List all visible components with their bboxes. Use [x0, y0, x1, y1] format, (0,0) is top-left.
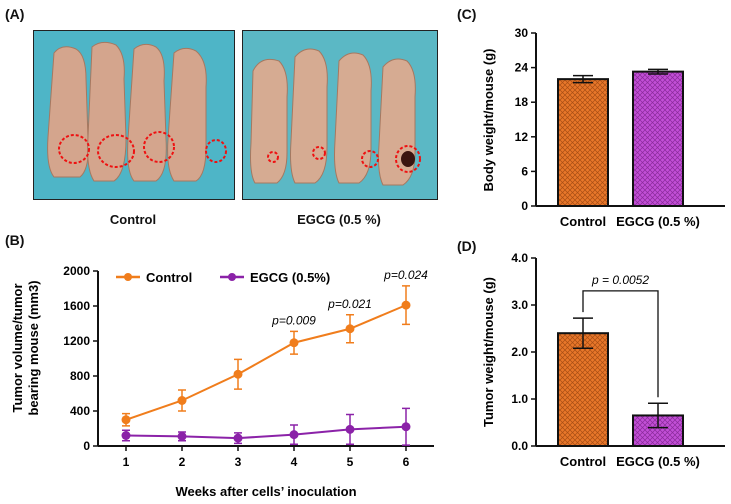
chart-d-ytick-label: 0.0	[511, 439, 528, 453]
control-mice-photo	[33, 30, 235, 200]
chart-b-xtick-label: 6	[403, 455, 410, 469]
chart-b-ytick-label: 2000	[63, 264, 90, 278]
panel-c-letter: (C)	[457, 6, 477, 22]
chart-d-ytick-label: 3.0	[511, 298, 528, 312]
panel-b-letter: (B)	[5, 232, 25, 248]
legend-control-marker	[124, 273, 132, 281]
chart-b-ytick-label: 1600	[63, 299, 90, 313]
chart-b-xtick-label: 5	[347, 455, 354, 469]
data-point-egcg	[121, 431, 131, 440]
significance-bracket	[582, 290, 659, 398]
legend-egcg-label: EGCG (0.5%)	[250, 270, 330, 285]
data-point-control	[401, 300, 411, 310]
category-label-control: Control	[560, 454, 606, 469]
chart-b-xtick-label: 4	[291, 455, 298, 469]
egcg-photo-label: EGCG (0.5 %)	[297, 212, 381, 227]
data-point-control	[177, 396, 187, 405]
chart-d-ytick-label: 1.0	[511, 392, 528, 406]
data-point-egcg	[177, 431, 187, 441]
chart-b-xtick-label: 2	[179, 455, 186, 469]
chart-c-ylabel: Body weight/mouse (g)	[481, 49, 496, 192]
chart-d-ytick-label: 2.0	[511, 345, 528, 359]
chart-c-ytick-label: 24	[515, 61, 529, 75]
p-value-annotation: p = 0.0052	[591, 273, 649, 287]
data-point-control	[233, 369, 243, 379]
data-point-egcg	[401, 422, 411, 432]
chart-b-ylabel-1: Tumor volume/tumor	[10, 283, 25, 412]
chart-b-ytick-label: 800	[70, 369, 90, 383]
chart-b-ytick-label: 1200	[63, 334, 90, 348]
data-point-control	[289, 338, 299, 348]
tumor-volume-chart: Tumor volume/tumor bearing mouse (mm3) 0…	[10, 264, 434, 499]
chart-b-ylabel-2: bearing mouse (mm3)	[26, 280, 41, 415]
p-value-annotation: p=0.024	[383, 268, 428, 282]
category-label-egcg: EGCG (0.5 %)	[616, 454, 700, 469]
control-photo-label: Control	[109, 212, 157, 227]
p-value-annotation: p=0.009	[271, 313, 316, 327]
bar-control	[557, 332, 609, 447]
tumor-weight-chart: Tumor weight/mouse (g) 0.0 1.0 2.0 3.0 4.0 C…	[481, 251, 725, 469]
category-label-egcg: EGCG (0.5 %)	[616, 214, 700, 229]
chart-c-ytick-label: 12	[515, 130, 529, 144]
legend-control-label: Control	[146, 270, 192, 285]
panel-d-letter: (D)	[457, 238, 477, 254]
data-point-egcg	[289, 430, 299, 440]
bar-control	[557, 78, 609, 207]
chart-c-ytick-label: 18	[515, 95, 529, 109]
data-point-control	[121, 415, 131, 425]
bar-egcg	[632, 70, 684, 207]
control-mice-image	[34, 31, 234, 199]
data-point-control	[345, 324, 355, 334]
panel-a-letter: (A)	[5, 6, 25, 22]
chart-b-xlabel: Weeks after cells’ inoculation	[175, 484, 356, 499]
chart-b-ytick-label: 400	[70, 404, 90, 418]
bar-egcg	[632, 414, 684, 447]
chart-b-ytick-label: 0	[83, 439, 90, 453]
data-point-egcg	[233, 433, 243, 443]
egcg-mice-photo	[242, 30, 438, 200]
series-line-egcg	[125, 425, 407, 440]
chart-b-xtick-label: 3	[235, 455, 242, 469]
series-line-control	[125, 304, 407, 421]
chart-c-ytick-label: 6	[521, 164, 528, 178]
legend-egcg-marker	[228, 273, 236, 281]
egcg-mice-image	[243, 31, 437, 199]
chart-c-ytick-label: 0	[521, 199, 528, 213]
chart-c-ytick-label: 30	[515, 26, 529, 40]
category-label-control: Control	[560, 214, 606, 229]
chart-b-legend: Control EGCG (0.5%)	[116, 270, 330, 285]
chart-d-ylabel: Tumor weight/mouse (g)	[481, 277, 496, 427]
body-weight-chart: Body weight/mouse (g) 0 6 12 18 24 30 Control…	[481, 26, 725, 229]
chart-b-xtick-label: 1	[123, 455, 130, 469]
data-point-egcg	[345, 424, 355, 434]
p-value-annotation: p=0.021	[327, 297, 372, 311]
chart-d-ytick-label: 4.0	[511, 251, 528, 265]
